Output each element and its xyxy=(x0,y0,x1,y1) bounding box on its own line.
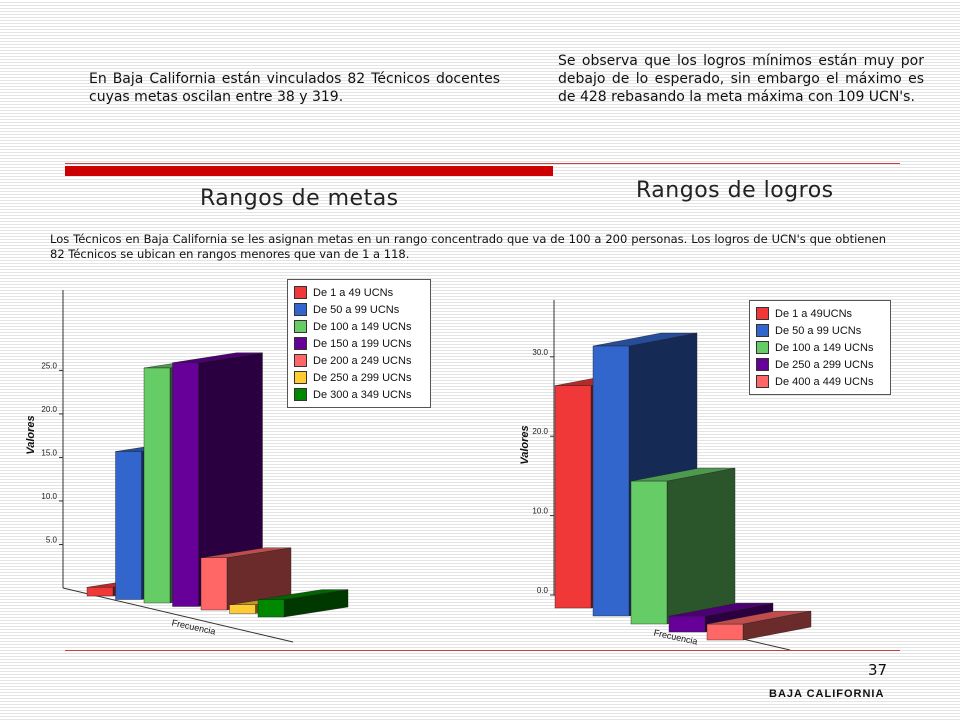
y-tick-label: 10.0 xyxy=(41,492,57,501)
legend-item: De 100 a 149 UCNs xyxy=(756,339,884,356)
legend-label: De 50 a 99 UCNs xyxy=(775,324,862,337)
footer-label: BAJA CALIFORNIA xyxy=(769,688,885,700)
legend-label: De 100 a 149 UCNs xyxy=(313,320,412,333)
y-axis-label: Valores xyxy=(519,425,531,464)
legend-metas: De 1 a 49 UCNs De 50 a 99 UCNs De 100 a 14… xyxy=(287,279,431,408)
legend-swatch xyxy=(294,337,307,350)
legend-swatch xyxy=(756,358,769,371)
legend-label: De 50 a 99 UCNs xyxy=(313,303,400,316)
x-axis-label: Frecuencia xyxy=(171,618,217,637)
bar xyxy=(200,547,292,611)
bar xyxy=(257,589,349,618)
legend-item: De 400 a 449 UCNs xyxy=(756,373,884,390)
y-tick-label: 5.0 xyxy=(46,535,58,544)
top-rule xyxy=(65,163,900,164)
legend-label: De 200 a 249 UCNs xyxy=(313,354,412,367)
x-axis xyxy=(62,587,294,643)
y-tick-label: 30.0 xyxy=(532,348,548,357)
legend-swatch xyxy=(756,341,769,354)
legend-item: De 1 a 49UCNs xyxy=(756,305,884,322)
bar xyxy=(706,610,812,641)
page-number: 37 xyxy=(868,661,888,679)
legend-swatch xyxy=(294,354,307,367)
y-tick-label: 10.0 xyxy=(532,507,548,516)
y-tick-label: 25.0 xyxy=(41,361,57,370)
legend-label: De 1 a 49 UCNs xyxy=(313,286,394,299)
legend-item: De 200 a 249 UCNs xyxy=(294,352,424,369)
legend-logros: De 1 a 49UCNs De 50 a 99 UCNs De 100 a 149… xyxy=(749,300,891,395)
legend-swatch xyxy=(294,303,307,316)
legend-item: De 150 a 199 UCNs xyxy=(294,335,424,352)
legend-swatch xyxy=(294,371,307,384)
legend-item: De 50 a 99 UCNs xyxy=(756,322,884,339)
legend-item: De 250 a 299 UCNs xyxy=(294,369,424,386)
legend-item: De 1 a 49 UCNs xyxy=(294,284,424,301)
observation-text: Se observa que los logros mínimos están … xyxy=(558,53,924,105)
chart-metas: 5.0 10.0 15.0 20.0 25.0 Valores Frecuencia xyxy=(25,290,349,643)
legend-label: De 150 a 199 UCNs xyxy=(313,337,412,350)
legend-item: De 50 a 99 UCNs xyxy=(294,301,424,318)
intro-text: En Baja California están vinculados 82 T… xyxy=(89,71,500,105)
bottom-rule xyxy=(65,650,900,651)
legend-item: De 100 a 149 UCNs xyxy=(294,318,424,335)
legend-swatch xyxy=(756,324,769,337)
y-axis-label: Valores xyxy=(25,415,37,454)
title-metas: Rangos de metas xyxy=(200,186,399,211)
legend-label: De 300 a 349 UCNs xyxy=(313,388,412,401)
legend-label: De 250 a 299 UCNs xyxy=(313,371,412,384)
legend-swatch xyxy=(756,375,769,388)
legend-label: De 1 a 49UCNs xyxy=(775,307,853,320)
legend-label: De 400 a 449 UCNs xyxy=(775,375,874,388)
legend-swatch xyxy=(294,320,307,333)
y-tick-label: 20.0 xyxy=(41,405,57,414)
legend-swatch xyxy=(294,286,307,299)
legend-label: De 250 a 299 UCNs xyxy=(775,358,874,371)
y-tick-label: 20.0 xyxy=(532,427,548,436)
legend-item: De 300 a 349 UCNs xyxy=(294,386,424,403)
title-logros: Rangos de logros xyxy=(636,178,834,203)
legend-item: De 250 a 299 UCNs xyxy=(756,356,884,373)
legend-label: De 100 a 149 UCNs xyxy=(775,341,874,354)
y-tick-label: 15.0 xyxy=(41,448,57,457)
description-text: Los Técnicos en Baja California se les a… xyxy=(50,232,886,261)
red-accent-bar xyxy=(65,166,553,176)
bar xyxy=(630,467,736,625)
legend-swatch xyxy=(756,307,769,320)
legend-swatch xyxy=(294,388,307,401)
y-tick-label: 0.0 xyxy=(537,586,549,595)
